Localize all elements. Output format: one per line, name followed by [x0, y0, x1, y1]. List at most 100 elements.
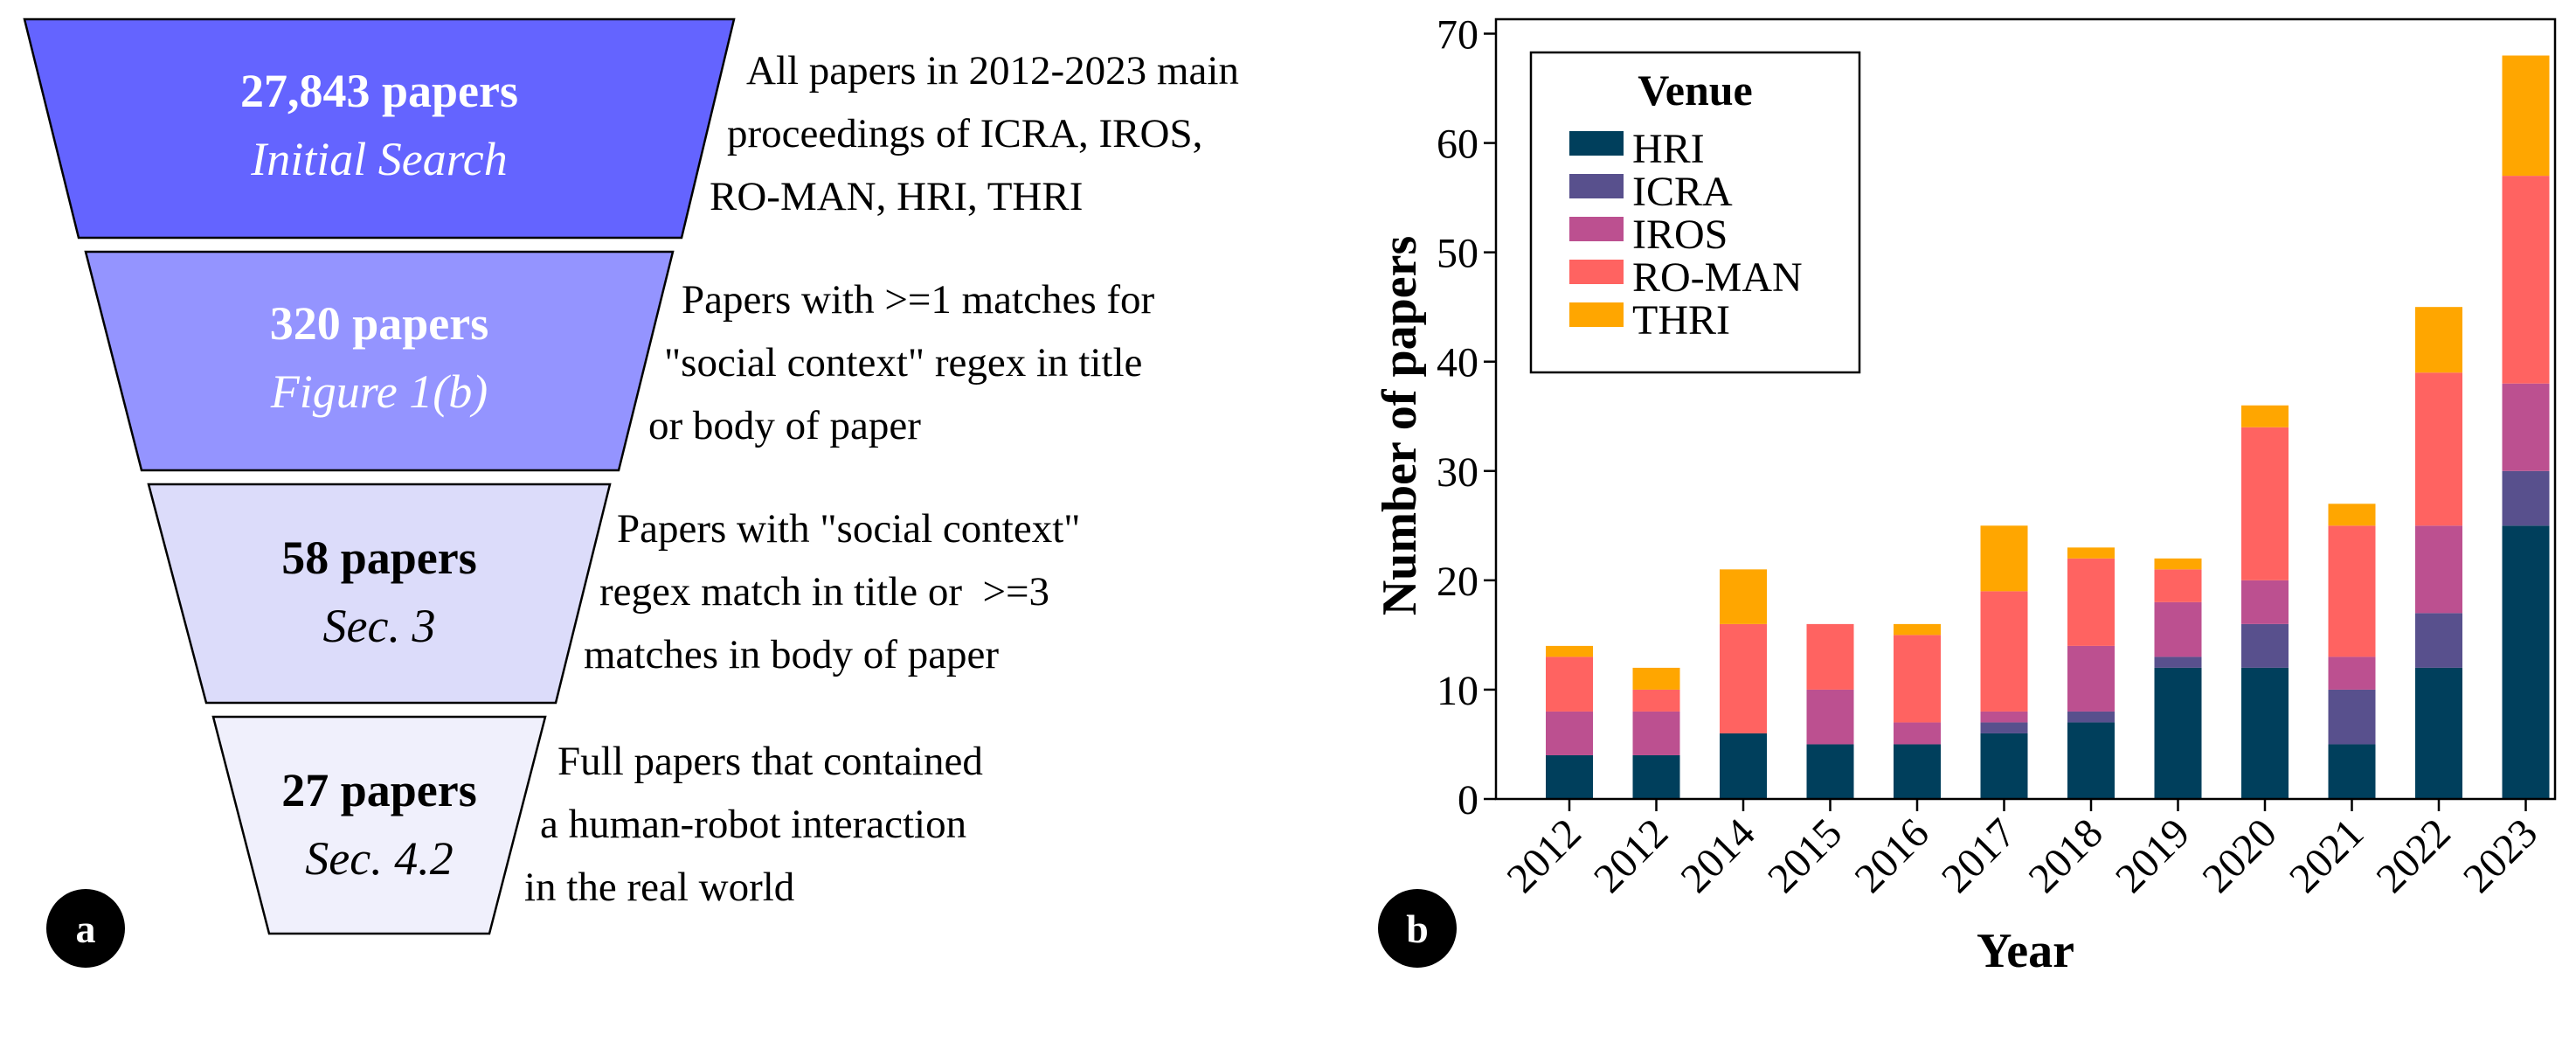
bar-segment-thri [1720, 569, 1767, 624]
funnel-stage-4-shape [211, 715, 547, 935]
bar-segment-icra [2067, 711, 2115, 723]
y-tick-label: 20 [1437, 559, 1478, 605]
x-tick-label: 2021 [2281, 809, 2372, 901]
bar-segment-hri [2067, 722, 2115, 799]
funnel-stage-1-caption: Initial Search [250, 133, 507, 185]
bar-segment-iros [2415, 525, 2462, 614]
legend-swatch-thri [1569, 302, 1624, 327]
bar-segment-hri [1720, 733, 1767, 799]
funnel-stage-4-desc-line-2: a human-robot interaction [540, 802, 966, 847]
panel-label-b-badge [1378, 889, 1457, 968]
bar-segment-icra [2415, 613, 2462, 668]
x-tick-label: 2014 [1672, 809, 1763, 901]
bar-segment-ro-man [1546, 656, 1593, 712]
legend-swatch-hri [1569, 131, 1624, 156]
legend-swatch-ro-man [1569, 260, 1624, 284]
funnel-stage-3-caption: Sec. 3 [323, 600, 436, 652]
bar-segment-thri [1894, 623, 1941, 636]
funnel-stage-2-desc-line-2: "social context" regex in title [664, 340, 1142, 386]
funnel-stage-4-desc-line-3: in the real world [524, 865, 794, 910]
y-tick-label: 50 [1437, 231, 1478, 277]
bar-segment-ro-man [1894, 635, 1941, 723]
legend-label-icra: ICRA [1632, 169, 1733, 215]
bar-segment-ro-man [2154, 569, 2202, 602]
bar-segment-thri [2154, 558, 2202, 570]
panel-label-b-text: b [1406, 907, 1429, 951]
bar-segment-iros [1806, 689, 1854, 745]
funnel-stage-4-count: 27 papers [281, 764, 477, 816]
x-tick-label: 2016 [1845, 809, 1937, 901]
panel-label-b: b [1378, 889, 1457, 968]
funnel-stage-3-desc-line-1: Papers with "social context" [617, 506, 1080, 552]
funnel-stage-2-caption: Figure 1(b) [270, 365, 488, 418]
bar-segment-iros [1894, 722, 1941, 745]
bar-segment-icra [2328, 689, 2376, 745]
funnel-stage-sec-3: 58 papers Sec. 3 Papers with "social con… [147, 483, 1080, 705]
bar-segment-hri [2328, 744, 2376, 799]
funnel-stage-2-desc-line-3: or body of paper [648, 403, 921, 448]
bar-segment-ro-man [2241, 427, 2289, 580]
bar-segment-thri [2502, 55, 2550, 177]
x-tick-label: 2022 [2367, 809, 2459, 901]
bar-segment-ro-man [2328, 525, 2376, 657]
bar-segment-hri [1546, 754, 1593, 799]
panel-label-a-text: a [76, 907, 96, 951]
y-tick-label: 30 [1437, 449, 1478, 496]
y-tick-label: 40 [1437, 340, 1478, 386]
funnel-stage-1-desc-line-2: proceedings of ICRA, IROS, [727, 111, 1202, 156]
funnel-stage-1-count: 27,843 papers [240, 65, 518, 117]
bar-segment-thri [2241, 405, 2289, 427]
bar-segment-thri [1546, 645, 1593, 657]
bar-segment-iros [2502, 383, 2550, 471]
legend-label-hri: HRI [1632, 126, 1705, 172]
bar-segment-thri [2328, 504, 2376, 526]
funnel-stage-initial-search: 27,843 papers Initial Search All papers … [23, 17, 1239, 240]
bar-segment-hri [2154, 667, 2202, 799]
funnel-stage-1-desc-line-3: RO-MAN, HRI, THRI [710, 174, 1083, 219]
x-tick-label: 2012 [1498, 809, 1589, 901]
bar-segment-hri [2502, 525, 2550, 799]
bar-segment-icra [1980, 722, 2028, 733]
panel-label-a-badge [46, 889, 125, 968]
bar-segment-iros [2328, 656, 2376, 690]
bar-segment-ro-man [2415, 372, 2462, 526]
bar-segment-ro-man [2067, 558, 2115, 646]
y-tick-label: 10 [1437, 668, 1478, 714]
funnel-stage-1-shape [23, 17, 736, 240]
funnel-stage-3-desc-line-2: regex match in title or >=3 [599, 569, 1049, 615]
bar-segment-hri [2241, 667, 2289, 799]
y-axis: 0 10 20 30 40 50 60 70 [1437, 12, 1496, 823]
bar-segment-hri [1894, 744, 1941, 799]
funnel-stage-4-caption: Sec. 4.2 [305, 832, 453, 885]
bar-segment-thri [1980, 525, 2028, 592]
plot-frame [1494, 17, 2557, 801]
funnel-stage-figure-1b: 320 papers Figure 1(b) Papers with >=1 m… [84, 250, 1155, 472]
funnel-stage-3-count: 58 papers [281, 531, 477, 584]
funnel-stage-2-shape [84, 250, 675, 472]
funnel-stage-4-desc-line-1: Full papers that contained [557, 739, 983, 784]
x-axis: 2012201220142015201620172018201920202021… [1498, 799, 2546, 902]
x-tick-label: 2017 [1933, 809, 2025, 901]
bar-segment-thri [1632, 667, 1680, 690]
funnel-panel: 27,843 papers Initial Search All papers … [23, 17, 1239, 968]
bar-segment-ro-man [2502, 176, 2550, 384]
bar-segment-iros [1632, 711, 1680, 755]
y-tick-label: 60 [1437, 122, 1478, 168]
bar-segment-hri [1980, 733, 2028, 799]
bars [1546, 55, 2550, 799]
bar-segment-thri [2067, 547, 2115, 559]
y-tick-label: 70 [1437, 12, 1478, 59]
legend-swatch-icra [1569, 174, 1624, 198]
x-tick-label: 2012 [1585, 809, 1677, 901]
bar-segment-hri [1806, 744, 1854, 799]
bar-segment-iros [2154, 601, 2202, 657]
y-axis-label: Number of papers [1373, 236, 1427, 616]
bar-segment-icra [2502, 470, 2550, 526]
legend-label-thri: THRI [1632, 297, 1730, 344]
legend-label-ro-man: RO-MAN [1632, 254, 1803, 301]
legend-label-iros: IROS [1632, 212, 1728, 258]
